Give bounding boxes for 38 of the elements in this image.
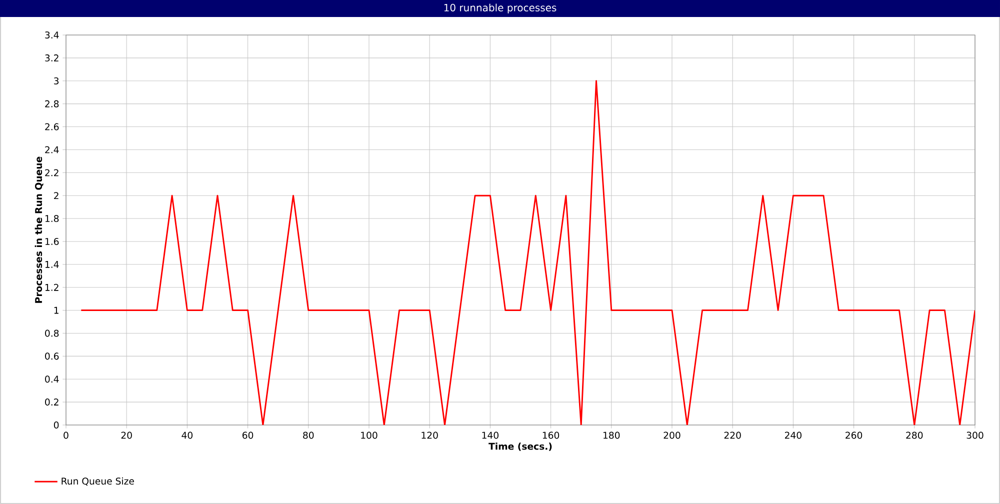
x-tick-label: 140 <box>482 432 498 439</box>
y-tick-label: 3 <box>54 77 59 84</box>
x-tick-label: 180 <box>604 432 620 439</box>
y-tick-label: 1.6 <box>45 238 59 245</box>
y-tick-label: 2.8 <box>45 100 59 108</box>
y-tick-label: 1.4 <box>45 261 59 268</box>
y-tick-label: 2 <box>54 192 58 200</box>
x-tick-label: 20 <box>121 432 132 439</box>
y-tick-label: 2.4 <box>45 146 59 154</box>
x-axis-title: Time (secs.) <box>488 442 552 451</box>
y-tick-label: 0.4 <box>45 376 59 383</box>
x-tick-label: 240 <box>784 432 802 439</box>
y-axis-title: Processes in the Run Queue <box>34 156 44 303</box>
y-tick-label: 0.8 <box>45 330 59 337</box>
y-tick-label: 3.2 <box>45 54 58 62</box>
x-tick-label: 220 <box>724 432 741 439</box>
y-tick-label: 1.2 <box>45 284 58 291</box>
y-tick-label: 3.4 <box>45 31 59 39</box>
y-tick-label: 1 <box>54 306 58 314</box>
x-tick-label: 300 <box>966 432 984 439</box>
legend-label: Run Queue Size <box>62 477 134 486</box>
x-tick-label: 100 <box>361 432 378 439</box>
y-tick-label: 0 <box>54 421 59 429</box>
x-tick-label: 120 <box>422 432 438 439</box>
x-tick-label: 40 <box>182 432 193 439</box>
y-tick-label: 2.6 <box>45 123 59 130</box>
x-tick-label: 0 <box>64 432 68 439</box>
y-tick-label: 2.2 <box>45 169 58 176</box>
y-tick-label: 0.6 <box>45 352 59 360</box>
x-tick-label: 280 <box>906 432 923 439</box>
x-tick-label: 80 <box>303 432 314 439</box>
chart-title: 10 runnable processes <box>444 4 556 14</box>
y-tick-label: 0.2 <box>45 398 58 406</box>
x-tick-label: 160 <box>542 432 560 439</box>
x-tick-label: 200 <box>664 432 680 439</box>
y-tick-label: 1.8 <box>45 215 59 222</box>
x-tick-label: 60 <box>242 432 254 439</box>
x-tick-label: 260 <box>846 432 862 439</box>
